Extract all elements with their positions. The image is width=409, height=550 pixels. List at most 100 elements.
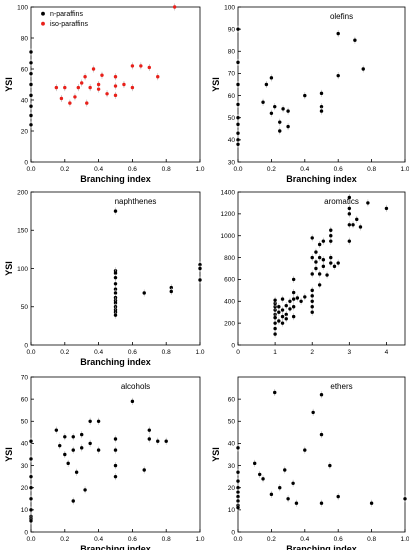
data-point (310, 288, 314, 293)
data-point (147, 65, 151, 70)
y-tick-label: 100 (17, 4, 28, 11)
x-tick-label: 2 (310, 349, 314, 356)
data-point (147, 428, 151, 432)
data-point (258, 472, 262, 477)
panel-3: 0 1 2 3 4 0 200 400 600 800 1000 1200 1400 aromatics (221, 189, 406, 356)
data-point (169, 285, 173, 290)
y-axis-label: YSI (211, 447, 221, 462)
data-point (29, 104, 33, 108)
data-point (310, 236, 314, 240)
y-tick-label: 60 (21, 396, 29, 403)
data-point (113, 75, 118, 79)
x-tick-label: 0.8 (367, 166, 376, 173)
x-tick-label: 0.2 (267, 536, 276, 543)
data-point (369, 501, 374, 505)
data-point (294, 501, 299, 505)
data-point (113, 275, 118, 280)
x-tick-label: 1 (273, 349, 277, 356)
data-point (299, 299, 303, 303)
data-point (281, 107, 285, 111)
data-point (347, 223, 352, 227)
y-tick-label: 50 (228, 115, 236, 122)
plot-frame (237, 376, 406, 533)
data-point (366, 201, 370, 205)
data-point (310, 255, 314, 260)
data-point (403, 497, 407, 501)
x-tick-label: 0.8 (162, 536, 171, 543)
y-tick-label: 1000 (221, 233, 236, 240)
data-point (273, 332, 277, 336)
data-point (91, 67, 96, 71)
panel-title: aromatics (324, 197, 359, 206)
y-tick-label: 200 (17, 189, 28, 196)
data-point (319, 109, 324, 113)
data-point (54, 428, 59, 432)
data-point (236, 82, 240, 87)
data-point (280, 321, 285, 325)
data-point (66, 461, 70, 466)
data-point (325, 273, 329, 277)
x-tick-label: 0.2 (60, 166, 69, 173)
data-point (291, 481, 295, 485)
x-tick-label: 0.6 (128, 536, 137, 543)
data-point (314, 266, 318, 271)
data-point (310, 299, 314, 303)
x-tick-label: 0.8 (162, 166, 171, 173)
data-point (329, 239, 333, 243)
data-point (113, 282, 118, 286)
data-point (347, 239, 352, 243)
data-point (113, 84, 118, 88)
x-tick-label: 0 (236, 349, 240, 356)
data-point (113, 209, 118, 213)
data-point (54, 85, 59, 90)
data-point (273, 104, 277, 109)
data-point (253, 461, 257, 466)
data-point (277, 305, 281, 309)
y-axis-label: YSI (4, 447, 14, 462)
x-tick-label: 0.0 (233, 536, 242, 543)
x-tick-label: 0.8 (367, 536, 376, 543)
y-tick-label: 90 (228, 26, 236, 33)
data-point (236, 122, 240, 127)
data-point (198, 266, 202, 271)
data-point (319, 104, 324, 109)
data-point (71, 435, 75, 439)
data-point (311, 410, 315, 415)
data-point (303, 295, 307, 299)
y-tick-label: 10 (21, 507, 29, 514)
data-point (273, 321, 277, 325)
y-tick-label: 80 (21, 35, 29, 42)
data-point (156, 75, 160, 79)
panel-2: 0.0 0.2 0.4 0.6 0.8 1.0 0 50 100 150 200 Branching … (4, 189, 205, 367)
data-point (74, 470, 79, 474)
x-axis-label: Branching index (286, 174, 357, 184)
x-tick-label: 0.2 (60, 536, 69, 543)
data-point (269, 492, 274, 497)
y-tick-label: 1400 (221, 189, 236, 196)
data-point (29, 71, 33, 76)
plot-frame (30, 376, 201, 533)
data-point (113, 291, 118, 295)
data-point (83, 75, 87, 79)
data-point (139, 64, 143, 68)
panel-0: 0.0 0.2 0.4 0.6 0.8 1.0 0 20 40 60 80 100 Branching … (4, 3, 205, 184)
data-point (236, 102, 240, 107)
data-point (317, 283, 322, 287)
x-tick-label: 0.4 (300, 166, 309, 173)
data-point (29, 61, 33, 65)
data-point (29, 93, 33, 98)
data-point (236, 116, 240, 120)
panel-title: ethers (330, 382, 352, 391)
data-point (236, 494, 240, 499)
y-tick-label: 400 (224, 299, 235, 306)
data-point (286, 497, 290, 501)
y-tick-label: 50 (21, 419, 29, 426)
y-tick-label: 60 (21, 66, 29, 73)
panel-title: olefins (330, 12, 353, 21)
data-point (353, 38, 357, 42)
data-point (310, 310, 314, 314)
data-point (328, 463, 332, 468)
data-point (303, 93, 307, 98)
y-tick-label: 600 (224, 277, 235, 284)
y-tick-label: 200 (224, 320, 235, 327)
